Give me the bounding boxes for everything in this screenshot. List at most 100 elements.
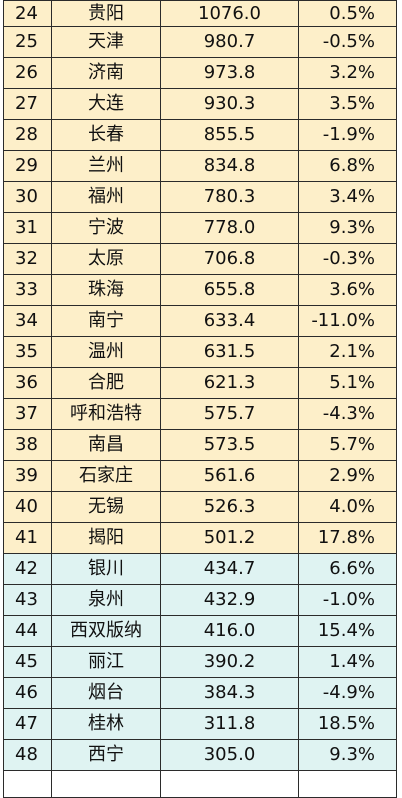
table-row: 26 济南 973.8 3.2% (3, 57, 397, 89)
table-row: 48 西宁 305.0 9.3% (3, 739, 397, 771)
table-row: 40 无锡 526.3 4.0% (3, 491, 397, 523)
city-cell: 石家庄 (51, 460, 161, 492)
table-row: 24 贵阳 1076.0 0.5% (3, 0, 397, 27)
value-cell: 390.2 (160, 646, 299, 678)
city-cell: 兰州 (51, 150, 161, 182)
table-row: 31 宁波 778.0 9.3% (3, 212, 397, 244)
city-cell: 大连 (51, 88, 161, 120)
table-row: 29 兰州 834.8 6.8% (3, 150, 397, 182)
rank-cell: 37 (3, 398, 52, 430)
city-cell: 贵阳 (51, 0, 161, 27)
growth-cell: 0.5% (298, 0, 397, 27)
value-cell (160, 770, 299, 798)
table-row: 36 合肥 621.3 5.1% (3, 367, 397, 399)
growth-cell: 6.6% (298, 553, 397, 585)
table-row: 47 桂林 311.8 18.5% (3, 708, 397, 740)
table-row: 41 揭阳 501.2 17.8% (3, 522, 397, 554)
value-cell: 980.7 (160, 26, 299, 58)
table-row: 27 大连 930.3 3.5% (3, 88, 397, 120)
city-cell (51, 770, 161, 798)
growth-cell: 1.4% (298, 646, 397, 678)
growth-cell: -4.9% (298, 677, 397, 709)
table-row: 42 银川 434.7 6.6% (3, 553, 397, 585)
rank-cell: 48 (3, 739, 52, 771)
table-row: 32 太原 706.8 -0.3% (3, 243, 397, 275)
growth-cell: 3.5% (298, 88, 397, 120)
value-cell: 573.5 (160, 429, 299, 461)
value-cell: 384.3 (160, 677, 299, 709)
table-row: 30 福州 780.3 3.4% (3, 181, 397, 213)
rank-cell: 44 (3, 615, 52, 647)
value-cell: 834.8 (160, 150, 299, 182)
value-cell: 561.6 (160, 460, 299, 492)
table-row: 45 丽江 390.2 1.4% (3, 646, 397, 678)
rank-cell: 24 (3, 0, 52, 27)
city-cell: 福州 (51, 181, 161, 213)
growth-cell: 3.6% (298, 274, 397, 306)
value-cell: 780.3 (160, 181, 299, 213)
value-cell: 1076.0 (160, 0, 299, 27)
value-cell: 631.5 (160, 336, 299, 368)
value-cell: 434.7 (160, 553, 299, 585)
growth-cell: 3.2% (298, 57, 397, 89)
rank-cell: 32 (3, 243, 52, 275)
growth-cell: 9.3% (298, 212, 397, 244)
city-cell: 珠海 (51, 274, 161, 306)
value-cell: 855.5 (160, 119, 299, 151)
growth-cell: 2.1% (298, 336, 397, 368)
rank-cell: 42 (3, 553, 52, 585)
city-ranking-table: 24 贵阳 1076.0 0.5% 25 天津 980.7 -0.5% 26 济南 973.8 3… (3, 0, 397, 798)
value-cell: 706.8 (160, 243, 299, 275)
rank-cell: 41 (3, 522, 52, 554)
growth-cell: 18.5% (298, 708, 397, 740)
value-cell: 778.0 (160, 212, 299, 244)
table-row: 28 长春 855.5 -1.9% (3, 119, 397, 151)
table-row: 46 烟台 384.3 -4.9% (3, 677, 397, 709)
growth-cell: 6.8% (298, 150, 397, 182)
rank-cell: 27 (3, 88, 52, 120)
value-cell: 973.8 (160, 57, 299, 89)
value-cell: 432.9 (160, 584, 299, 616)
rank-cell: 36 (3, 367, 52, 399)
value-cell: 311.8 (160, 708, 299, 740)
city-cell: 桂林 (51, 708, 161, 740)
city-cell: 无锡 (51, 491, 161, 523)
growth-cell: -0.5% (298, 26, 397, 58)
city-cell: 丽江 (51, 646, 161, 678)
growth-cell: 17.8% (298, 522, 397, 554)
city-cell: 合肥 (51, 367, 161, 399)
rank-cell: 38 (3, 429, 52, 461)
city-cell: 泉州 (51, 584, 161, 616)
rank-cell: 39 (3, 460, 52, 492)
rank-cell: 28 (3, 119, 52, 151)
rank-cell: 25 (3, 26, 52, 58)
growth-cell: 9.3% (298, 739, 397, 771)
value-cell: 526.3 (160, 491, 299, 523)
city-cell: 宁波 (51, 212, 161, 244)
growth-cell: -11.0% (298, 305, 397, 337)
value-cell: 501.2 (160, 522, 299, 554)
rank-cell: 34 (3, 305, 52, 337)
city-cell: 银川 (51, 553, 161, 585)
value-cell: 416.0 (160, 615, 299, 647)
city-cell: 温州 (51, 336, 161, 368)
value-cell: 930.3 (160, 88, 299, 120)
growth-cell (298, 770, 397, 798)
growth-cell: 3.4% (298, 181, 397, 213)
rank-cell: 31 (3, 212, 52, 244)
table-row: 34 南宁 633.4 -11.0% (3, 305, 397, 337)
city-cell: 天津 (51, 26, 161, 58)
table-row: 39 石家庄 561.6 2.9% (3, 460, 397, 492)
table-row: 35 温州 631.5 2.1% (3, 336, 397, 368)
city-cell: 呼和浩特 (51, 398, 161, 430)
growth-cell: -1.9% (298, 119, 397, 151)
growth-cell: 4.0% (298, 491, 397, 523)
table-row: 33 珠海 655.8 3.6% (3, 274, 397, 306)
value-cell: 305.0 (160, 739, 299, 771)
table-row-partial (3, 770, 397, 798)
value-cell: 655.8 (160, 274, 299, 306)
city-cell: 揭阳 (51, 522, 161, 554)
rank-cell: 45 (3, 646, 52, 678)
growth-cell: -4.3% (298, 398, 397, 430)
table-row: 37 呼和浩特 575.7 -4.3% (3, 398, 397, 430)
